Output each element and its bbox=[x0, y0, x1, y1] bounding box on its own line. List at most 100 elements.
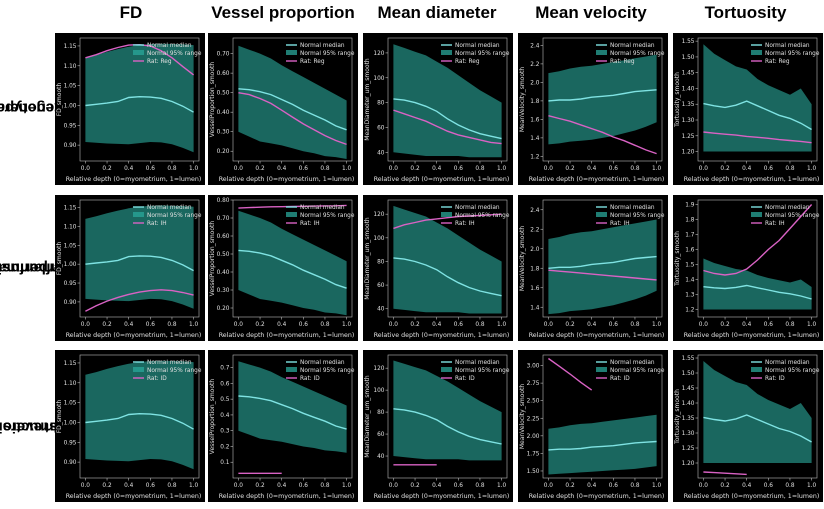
legend-band-label: Normal 95% range bbox=[300, 213, 355, 219]
x-tick-label: 0.2 bbox=[410, 322, 420, 328]
chart-panel: 0.0 0.2 0.4 0.6 0.8 1.0 0.20 0.30 0.40 0.50 0.60 0.… bbox=[208, 195, 358, 341]
legend-band-label: Normal 95% range bbox=[455, 51, 510, 57]
x-tick-label: 0.2 bbox=[255, 483, 265, 489]
y-tick-label: 1.55 bbox=[682, 356, 695, 362]
x-tick-label: 0.8 bbox=[475, 166, 485, 172]
y-axis-label: MeanVelocity_smooth bbox=[519, 384, 526, 450]
legend-band-swatch bbox=[133, 212, 144, 217]
x-tick-label: 0.0 bbox=[699, 166, 709, 172]
y-tick-label: 2.2 bbox=[530, 227, 540, 233]
x-tick-label: 0.4 bbox=[124, 483, 134, 489]
y-tick-label: 0.70 bbox=[217, 216, 230, 222]
y-tick-label: 1.05 bbox=[64, 243, 77, 249]
axes-frame bbox=[542, 199, 663, 318]
x-axis-label: Relative depth (0=myometrium, 1=lumen) bbox=[374, 332, 510, 339]
y-tick-label: 1.8 bbox=[530, 266, 540, 272]
y-tick-label: 1.20 bbox=[682, 150, 695, 156]
x-tick-label: 0.4 bbox=[124, 322, 134, 328]
x-tick-label: 0.6 bbox=[146, 322, 156, 328]
y-tick-label: 0.1 bbox=[220, 460, 230, 466]
x-tick-label: 0.8 bbox=[785, 483, 795, 489]
y-tick-label: 60 bbox=[377, 283, 385, 289]
y-tick-label: 0.6 bbox=[220, 381, 230, 387]
y-axis-label: MeanDiameter_um_smooth bbox=[364, 58, 371, 141]
y-axis-label: MeanVelocity_smooth bbox=[519, 226, 526, 292]
legend: Normal median Normal 95% range Rat: Reg bbox=[596, 43, 665, 65]
x-tick-label: 0.2 bbox=[255, 166, 265, 172]
x-tick-label: 0.6 bbox=[146, 166, 156, 172]
rat-line bbox=[703, 131, 812, 144]
x-tick-label: 0.0 bbox=[544, 483, 554, 489]
y-tick-label: 1.10 bbox=[64, 381, 77, 387]
rat-line bbox=[703, 204, 813, 276]
normal-median-line bbox=[238, 395, 347, 430]
axes-frame bbox=[232, 199, 353, 318]
y-tick-label: 120 bbox=[373, 212, 384, 218]
y-tick-label: 80 bbox=[377, 410, 385, 416]
y-tick-label: 0.70 bbox=[217, 52, 230, 58]
x-tick-label: 0.0 bbox=[81, 322, 91, 328]
y-tick-label: 120 bbox=[373, 366, 384, 372]
legend-band-swatch bbox=[441, 50, 452, 55]
y-tick-label: 1.40 bbox=[682, 401, 695, 407]
legend-band-label: Normal 95% range bbox=[455, 213, 510, 219]
x-tick-label: 0.4 bbox=[587, 483, 597, 489]
chart-panel: 0.0 0.2 0.4 0.6 0.8 1.0 40 60 80 100 120 Relative d… bbox=[363, 33, 513, 185]
normal-median-line bbox=[548, 440, 657, 451]
x-tick-label: 1.0 bbox=[342, 166, 352, 172]
legend-band-swatch bbox=[441, 367, 452, 372]
chart-panel: 0.0 0.2 0.4 0.6 0.8 1.0 0.90 0.95 1.00 1.05 1.10 1.… bbox=[55, 33, 205, 185]
x-axis-label: Relative depth (0=myometrium, 1=lumen) bbox=[684, 176, 820, 183]
x-axis-label: Relative depth (0=myometrium, 1=lumen) bbox=[684, 493, 820, 500]
y-tick-label: 1.5 bbox=[685, 263, 695, 269]
x-tick-label: 0.6 bbox=[609, 483, 619, 489]
legend: Normal median Normal 95% range Rat: Reg bbox=[133, 43, 202, 65]
y-tick-label: 0.95 bbox=[64, 440, 77, 446]
y-tick-label: 1.8 bbox=[530, 99, 540, 105]
column-title-mean-velocity: Mean velocity bbox=[535, 3, 647, 22]
normal-95-range-band bbox=[393, 360, 502, 461]
axes-frame bbox=[387, 354, 508, 479]
y-tick-label: 0.30 bbox=[217, 130, 230, 136]
y-tick-label: 1.3 bbox=[685, 293, 695, 299]
y-tick-label: 0.80 bbox=[217, 198, 230, 204]
legend-band-swatch bbox=[751, 50, 762, 55]
normal-median-line bbox=[703, 414, 812, 443]
legend-median-label: Normal median bbox=[147, 205, 192, 211]
y-tick-label: 80 bbox=[377, 259, 385, 265]
legend-band-label: Normal 95% range bbox=[147, 368, 202, 374]
x-tick-label: 0.2 bbox=[565, 322, 575, 328]
y-tick-label: 1.45 bbox=[682, 386, 695, 392]
y-axis-label: FD_smooth bbox=[56, 242, 63, 276]
x-tick-label: 0.8 bbox=[167, 166, 177, 172]
y-tick-label: 2.00 bbox=[527, 434, 540, 440]
legend-median-label: Normal median bbox=[610, 360, 655, 366]
x-tick-label: 0.6 bbox=[454, 322, 464, 328]
x-tick-label: 0.4 bbox=[432, 166, 442, 172]
legend-rat-label: Rat: ID bbox=[610, 376, 630, 382]
x-tick-label: 0.0 bbox=[544, 322, 554, 328]
legend-median-label: Normal median bbox=[765, 360, 810, 366]
x-tick-label: 0.0 bbox=[234, 166, 244, 172]
chart-panel: 0.0 0.2 0.4 0.6 0.8 1.0 1.20 1.25 1.30 1.35 1.40 1.… bbox=[673, 350, 823, 502]
y-tick-label: 1.75 bbox=[527, 451, 540, 457]
normal-95-range-band bbox=[85, 43, 194, 153]
x-tick-label: 0.2 bbox=[102, 166, 112, 172]
legend-band-swatch bbox=[286, 367, 297, 372]
legend-band-label: Normal 95% range bbox=[765, 368, 820, 374]
x-tick-label: 0.0 bbox=[389, 322, 399, 328]
y-tick-label: 2.4 bbox=[530, 208, 540, 214]
y-tick-label: 0.90 bbox=[64, 460, 77, 466]
y-axis-label: Tortuosity_smooth bbox=[674, 231, 681, 287]
axes-frame bbox=[79, 37, 200, 162]
y-tick-label: 0.20 bbox=[217, 306, 230, 312]
x-tick-label: 0.0 bbox=[389, 166, 399, 172]
x-tick-label: 0.6 bbox=[454, 166, 464, 172]
x-tick-label: 0.2 bbox=[102, 322, 112, 328]
normal-median-line bbox=[85, 95, 194, 113]
axes-frame bbox=[232, 37, 353, 162]
y-tick-label: 0.5 bbox=[220, 397, 230, 403]
chart-panel: 0.0 0.2 0.4 0.6 0.8 1.0 0.1 0.2 0.3 0.4 0.5 0.6 0.7 R… bbox=[208, 350, 358, 502]
normal-median-line bbox=[85, 412, 194, 430]
y-tick-label: 2.75 bbox=[527, 381, 540, 387]
